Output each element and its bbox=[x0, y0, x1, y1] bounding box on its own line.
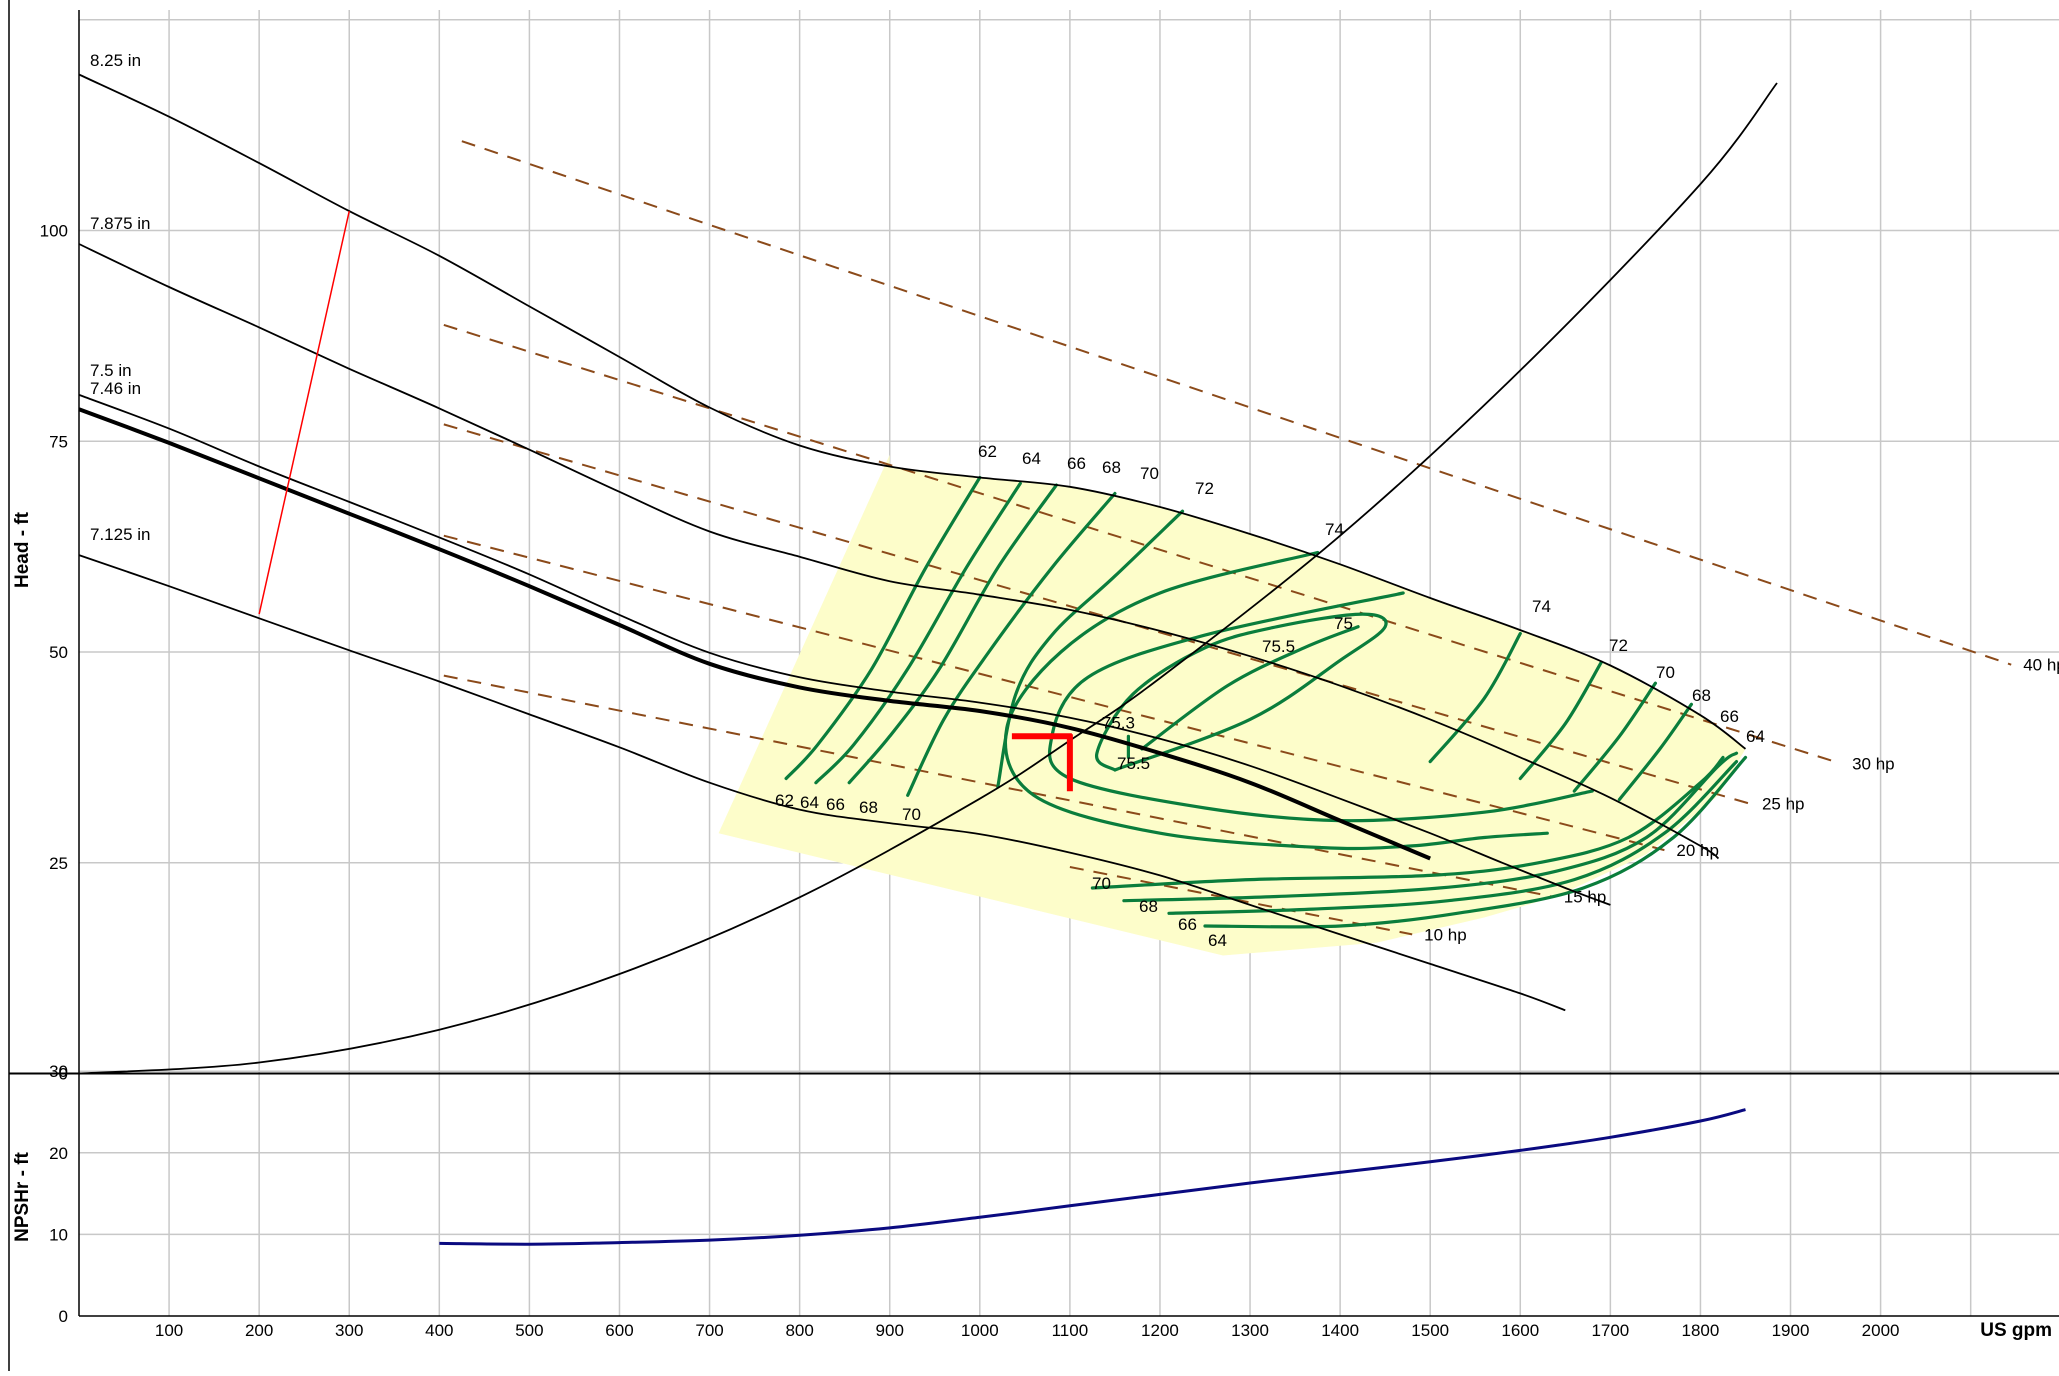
efficiency-label: 68 bbox=[1139, 897, 1158, 916]
efficiency-label: 66 bbox=[826, 795, 845, 814]
power-line bbox=[461, 140, 2012, 666]
x-tick-label: 1600 bbox=[1501, 1321, 1539, 1340]
x-tick-label: 500 bbox=[515, 1321, 543, 1340]
impeller-curve-label: 7.125 in bbox=[90, 525, 151, 544]
efficiency-label: 75 bbox=[1334, 614, 1353, 633]
operating-point-efficiency-label: 75.3 bbox=[1102, 713, 1135, 732]
x-tick-label: 200 bbox=[245, 1321, 273, 1340]
head-tick-label: 100 bbox=[40, 222, 68, 241]
npsh-tick-label: 10 bbox=[49, 1225, 68, 1244]
npsh-tick-label: 0 bbox=[59, 1307, 68, 1326]
efficiency-label: 74 bbox=[1532, 597, 1551, 616]
npsh-tick-label: 20 bbox=[49, 1144, 68, 1163]
efficiency-contour bbox=[1140, 625, 1360, 751]
power-line bbox=[443, 323, 1841, 765]
impeller-curve-label: 7.875 in bbox=[90, 214, 151, 233]
impeller-curve bbox=[78, 243, 1720, 860]
power-line-label: 20 hp bbox=[1676, 841, 1719, 860]
efficiency-label: 66 bbox=[1720, 707, 1739, 726]
efficiency-label: 70 bbox=[1656, 663, 1675, 682]
efficiency-contour bbox=[814, 481, 1022, 785]
x-tick-label: 900 bbox=[876, 1321, 904, 1340]
x-tick-label: 1400 bbox=[1321, 1321, 1359, 1340]
impeller-curve-label: 7.5 in bbox=[90, 361, 132, 380]
x-tick-label: 2000 bbox=[1862, 1321, 1900, 1340]
x-tick-label: 1500 bbox=[1411, 1321, 1449, 1340]
efficiency-contour bbox=[1122, 751, 1739, 903]
efficiency-contour bbox=[1572, 681, 1657, 793]
power-line bbox=[443, 423, 1751, 805]
efficiency-region bbox=[718, 454, 1746, 956]
head-tick-label: 75 bbox=[49, 432, 68, 451]
efficiency-label: 72 bbox=[1609, 636, 1628, 655]
efficiency-contour bbox=[906, 491, 1117, 797]
efficiency-contour bbox=[1095, 612, 1388, 772]
efficiency-contour bbox=[1003, 550, 1549, 851]
power-line-label: 25 hp bbox=[1762, 795, 1805, 814]
impeller-curve bbox=[78, 554, 1566, 1012]
efficiency-label: 62 bbox=[775, 791, 794, 810]
efficiency-label: 74 bbox=[1325, 520, 1344, 539]
system-curve bbox=[78, 82, 1778, 1075]
x-axis-title: US gpm bbox=[1980, 1320, 2052, 1341]
min-flow-line bbox=[258, 210, 350, 615]
efficiency-label: 75.5 bbox=[1262, 637, 1295, 656]
impeller-curve bbox=[78, 394, 1611, 906]
efficiency-contours bbox=[784, 475, 1748, 929]
x-tick-label: 1700 bbox=[1591, 1321, 1629, 1340]
efficiency-label: 70 bbox=[1140, 464, 1159, 483]
x-tick-label: 1300 bbox=[1231, 1321, 1269, 1340]
efficiency-contour bbox=[1090, 755, 1725, 890]
efficiency-label: 62 bbox=[978, 442, 997, 461]
efficiency-label: 64 bbox=[1746, 727, 1765, 746]
x-tick-label: 1800 bbox=[1682, 1321, 1720, 1340]
x-tick-label: 400 bbox=[425, 1321, 453, 1340]
efficiency-label: 68 bbox=[859, 798, 878, 817]
x-tick-label: 600 bbox=[605, 1321, 633, 1340]
efficiency-label: 75.5 bbox=[1117, 754, 1150, 773]
efficiency-contour bbox=[1617, 702, 1693, 802]
efficiency-label: 70 bbox=[902, 805, 921, 824]
impeller-curve bbox=[78, 407, 1431, 861]
x-tick-label: 1200 bbox=[1141, 1321, 1179, 1340]
x-tick-label: 700 bbox=[695, 1321, 723, 1340]
x-tick-label: 1900 bbox=[1772, 1321, 1810, 1340]
head-tick-label: 0 bbox=[59, 1065, 68, 1084]
efficiency-contour bbox=[1428, 631, 1522, 764]
power-line bbox=[443, 534, 1665, 852]
x-tick-label: 300 bbox=[335, 1321, 363, 1340]
x-tick-label: 800 bbox=[785, 1321, 813, 1340]
efficiency-contour bbox=[1167, 760, 1739, 915]
efficiency-label: 66 bbox=[1067, 454, 1086, 473]
npsh-axis-title: NPSHr - ft bbox=[12, 1151, 33, 1241]
npsh-tick-label: 30 bbox=[49, 1062, 68, 1081]
power-line-label: 30 hp bbox=[1852, 754, 1895, 773]
power-line bbox=[1069, 865, 1413, 936]
efficiency-label: 64 bbox=[800, 793, 819, 812]
power-line-label: 40 hp bbox=[2023, 656, 2059, 675]
efficiency-contour bbox=[1047, 591, 1594, 823]
efficiency-label: 68 bbox=[1692, 686, 1711, 705]
impeller-curve-label: 8.25 in bbox=[90, 51, 141, 70]
impeller-curve-label: 7.46 in bbox=[90, 379, 141, 398]
head-axis-title: Head - ft bbox=[12, 511, 33, 588]
x-tick-label: 1100 bbox=[1052, 1321, 1089, 1340]
efficiency-label: 68 bbox=[1102, 458, 1121, 477]
efficiency-contour bbox=[784, 475, 982, 781]
x-tick-label: 100 bbox=[155, 1321, 183, 1340]
power-line-label: 10 hp bbox=[1424, 925, 1467, 944]
efficiency-label: 66 bbox=[1178, 915, 1197, 934]
efficiency-label: 72 bbox=[1195, 479, 1214, 498]
head-tick-label: 25 bbox=[49, 854, 68, 873]
efficiency-label: 64 bbox=[1022, 449, 1041, 468]
npshr-curve bbox=[439, 1108, 1746, 1246]
efficiency-label: 70 bbox=[1092, 874, 1111, 893]
head-tick-label: 50 bbox=[49, 643, 68, 662]
efficiency-contour bbox=[847, 483, 1058, 785]
x-tick-label: 1000 bbox=[961, 1321, 999, 1340]
efficiency-label: 64 bbox=[1208, 931, 1227, 950]
efficiency-contour bbox=[1518, 660, 1603, 781]
